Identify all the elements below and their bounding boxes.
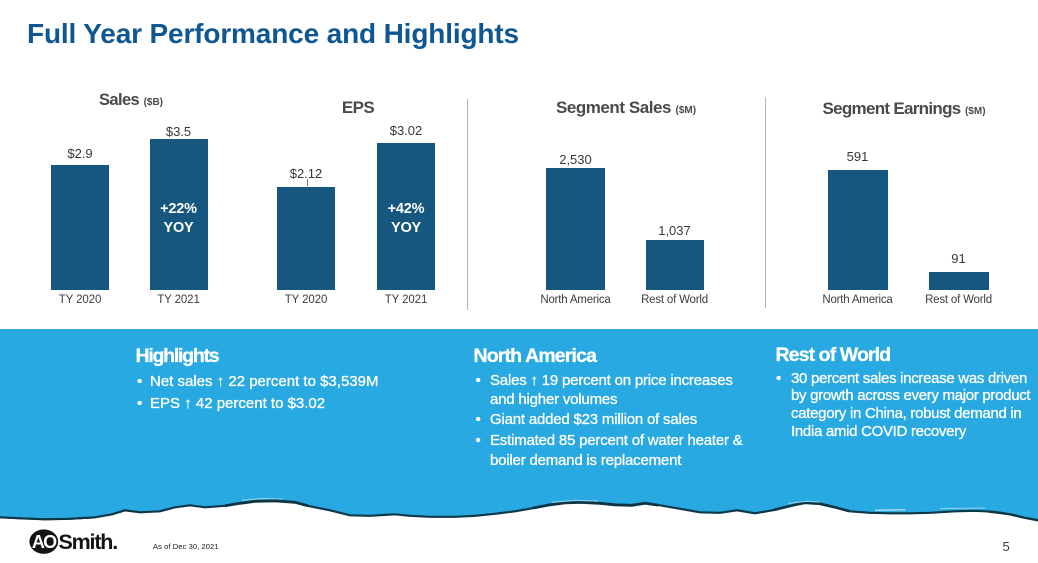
- svg-text:AO: AO: [32, 532, 57, 552]
